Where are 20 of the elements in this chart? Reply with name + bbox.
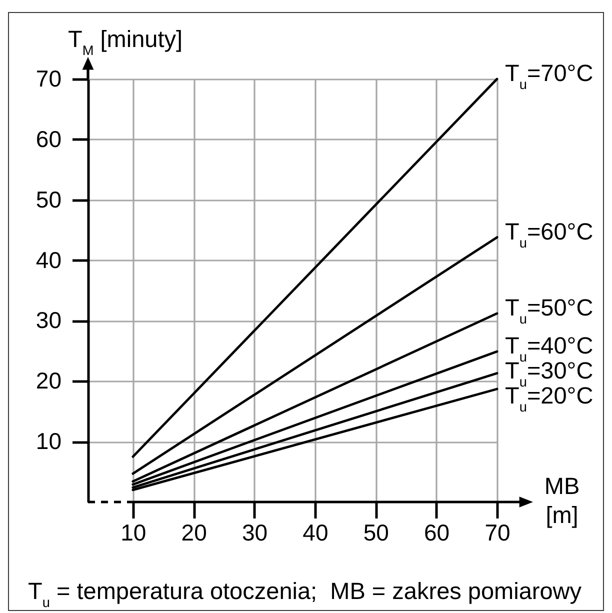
x-tick-label: 30: [242, 520, 268, 546]
y-tick-label: 40: [36, 246, 62, 273]
x-tick-label: 20: [181, 520, 207, 546]
series-label: T$_{u}$=50°C: [505, 294, 594, 326]
y-tick-label: 50: [36, 186, 62, 212]
y-tick-label: 30: [36, 307, 62, 334]
y-tick-label: 70: [36, 66, 62, 92]
y-tick-label: 60: [36, 126, 62, 152]
x-tick-label: 60: [424, 520, 450, 546]
x-tick-label: 50: [363, 520, 389, 546]
x-axis-title: MB [m]: [544, 473, 580, 528]
x-tick-label: 10: [120, 520, 146, 546]
series-label: T$_{u}$=70°C: [505, 60, 594, 92]
x-tick-label: 40: [302, 520, 328, 546]
y-tick-label: 10: [36, 428, 62, 454]
y-axis-title: T$_{M}$ [minuty]: [68, 26, 183, 58]
text: T$_{u}$ = temperatura otoczenia; MB = zakres pomiarowy: [28, 578, 582, 610]
series-label: T$_{u}$=60°C: [505, 218, 594, 250]
x-tick-label: 70: [484, 520, 510, 546]
y-tick-label: 20: [36, 368, 62, 394]
